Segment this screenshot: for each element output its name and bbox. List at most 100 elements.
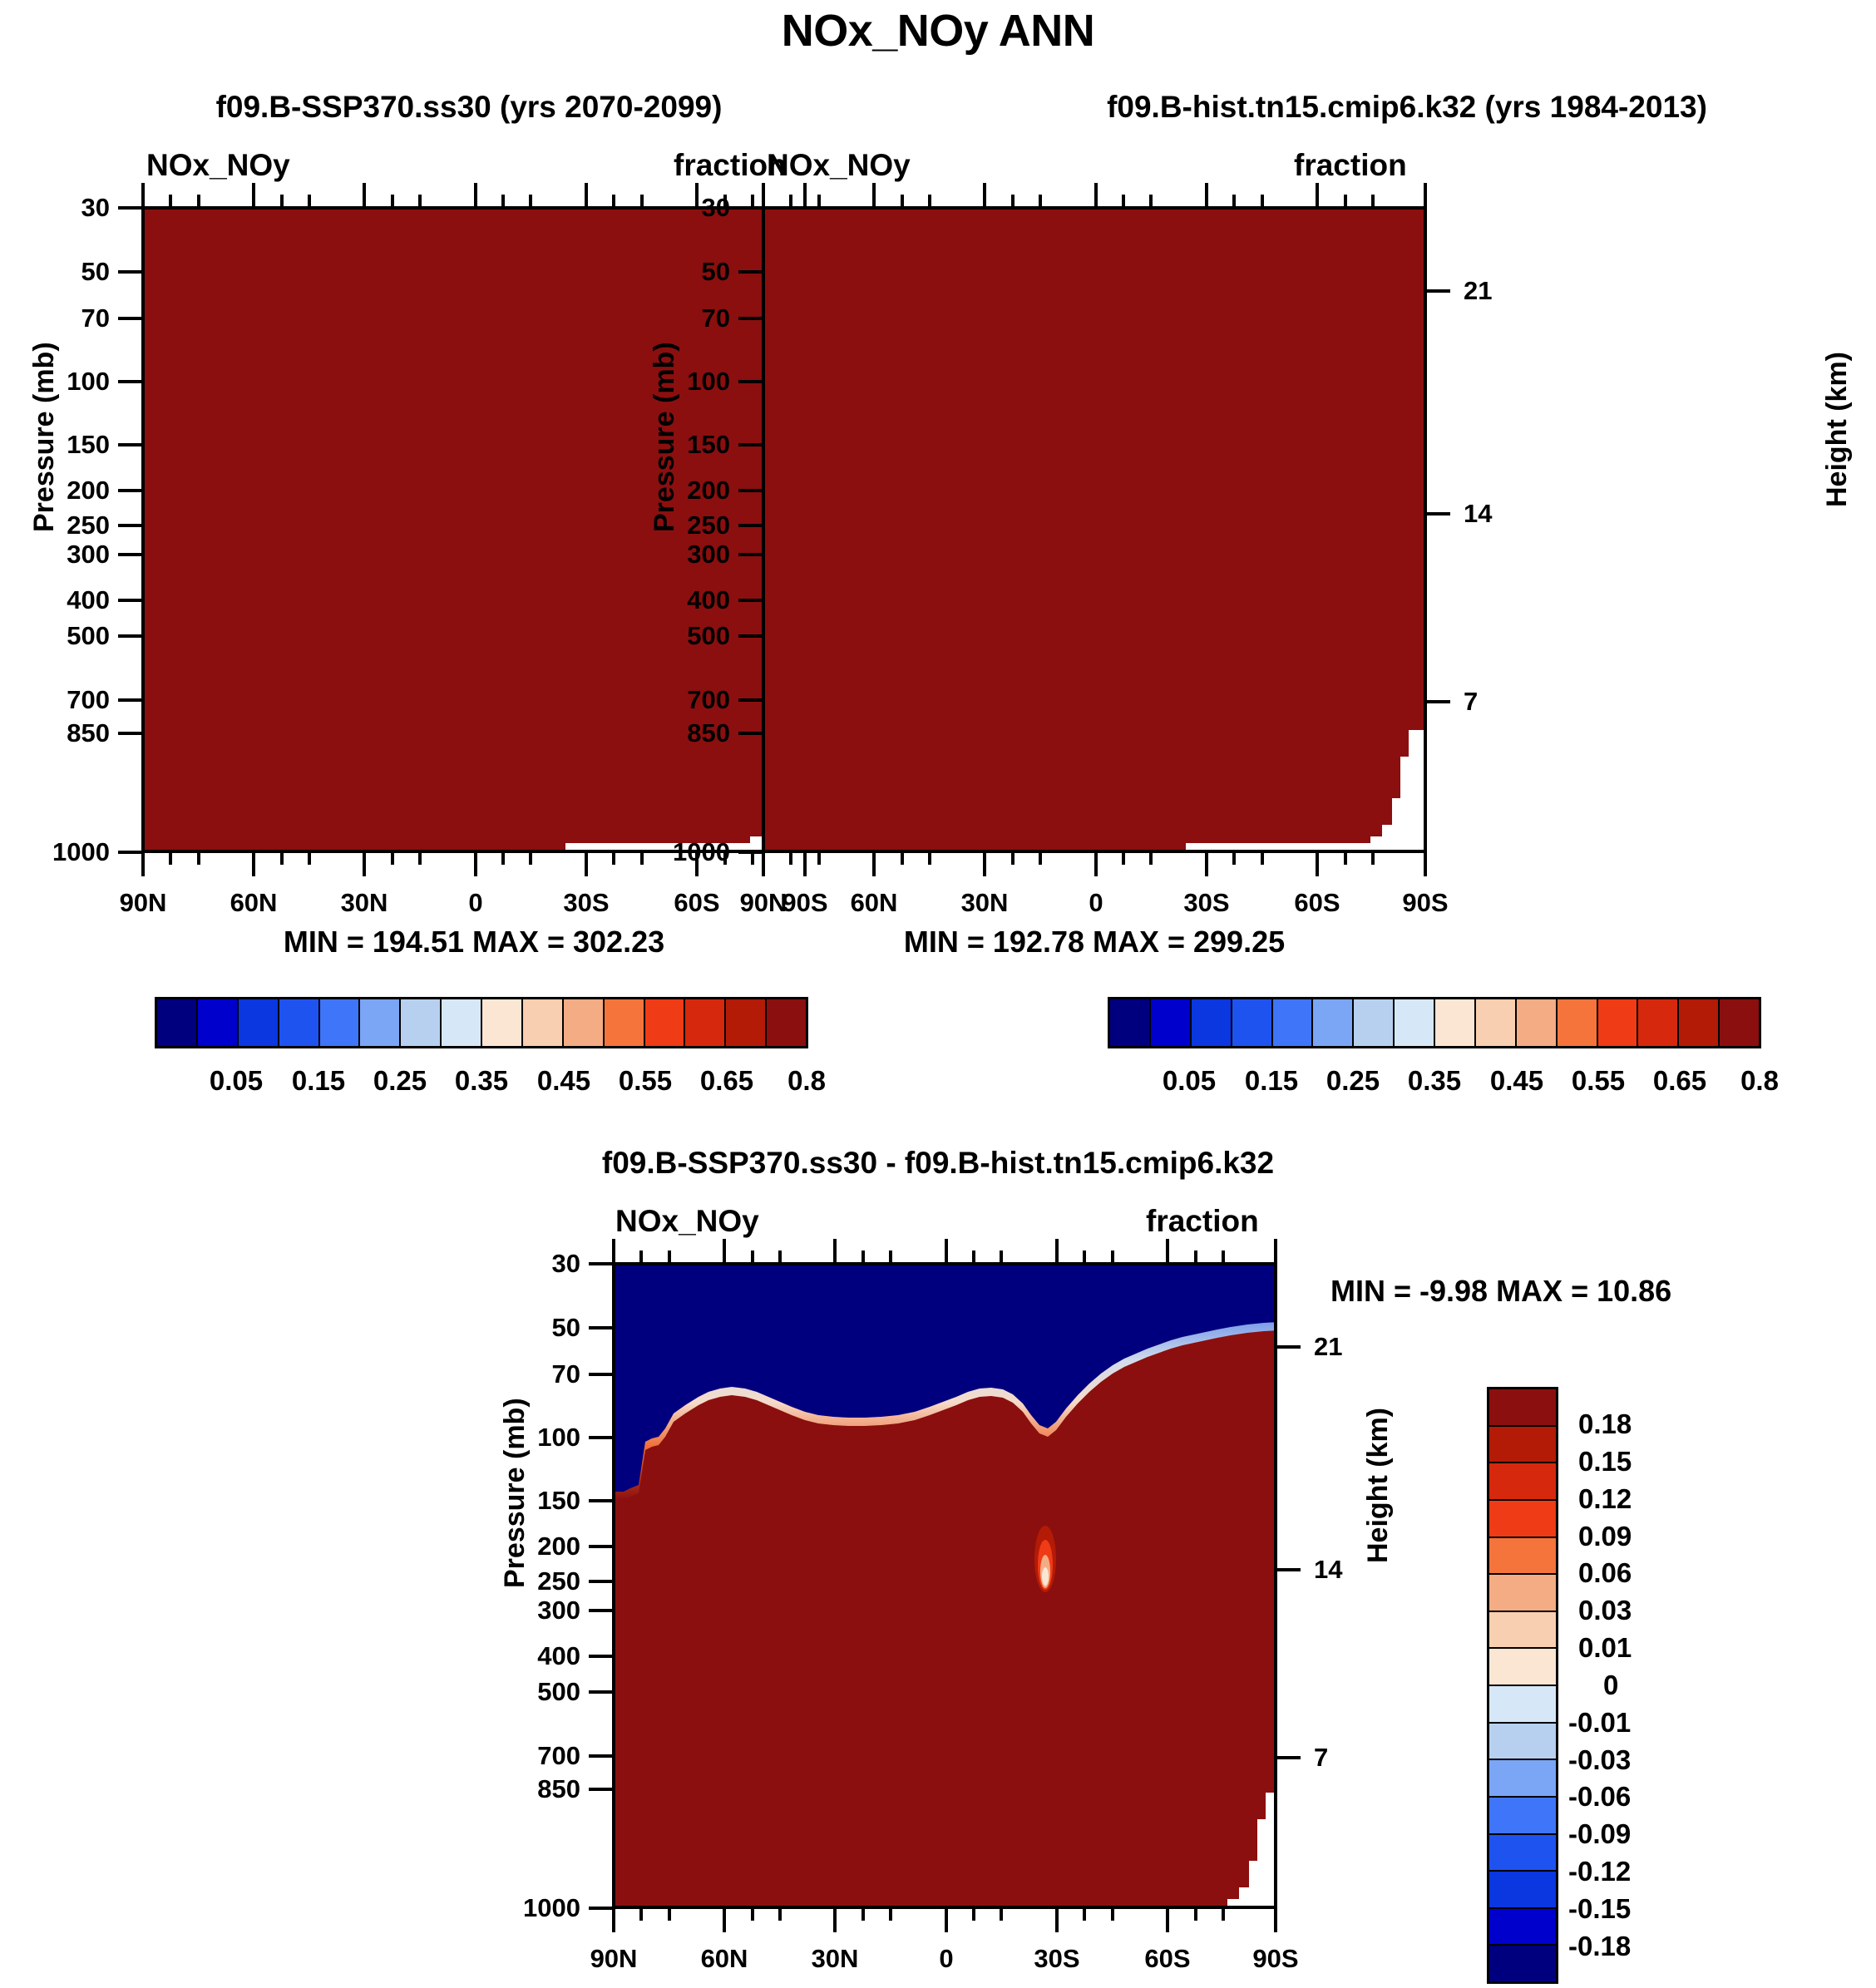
- xticklabel: 90N: [119, 888, 167, 917]
- colorbar-segment: [685, 999, 727, 1046]
- panel-control-field: [765, 210, 1424, 850]
- colorbar-diff: [1487, 1387, 1558, 1984]
- panel-case-topo-mask-f: [565, 843, 750, 850]
- yticklabel: 100: [537, 1423, 580, 1452]
- yticklabel: 1000: [673, 837, 730, 866]
- colorbar-segment: [1313, 999, 1355, 1046]
- yticklabel: 150: [67, 430, 110, 459]
- xticklabel: 30S: [1034, 1944, 1080, 1973]
- xticklabel: 0: [1089, 888, 1103, 917]
- y2ticklabel: 21: [1314, 1332, 1343, 1361]
- xticklabel: 90S: [782, 888, 828, 917]
- panel-title-control: f09.B-hist.tn15.cmip6.k32 (yrs 1984-2013…: [1107, 90, 1707, 124]
- colorbar-segment: [1475, 999, 1517, 1046]
- yticklabel: 500: [537, 1677, 580, 1706]
- panel-title-diff: f09.B-SSP370.ss30 - f09.B-hist.tn15.cmip…: [601, 1146, 1275, 1180]
- yticklabel: 850: [537, 1774, 580, 1803]
- panel-case-var-label: NOx_NOy: [146, 148, 290, 182]
- colorbar-tick-label: 0.25: [373, 1065, 427, 1096]
- y2ticklabel: 14: [1464, 499, 1493, 528]
- yticklabel: 70: [81, 303, 110, 333]
- panel-control-topo-mask-c: [1392, 798, 1400, 850]
- xticklabel: 30N: [340, 888, 388, 917]
- colorbar-segment: [1489, 1611, 1556, 1650]
- colorbar-tick-label: -0.12: [1568, 1856, 1632, 1887]
- yticklabel: 1000: [523, 1893, 580, 1922]
- yticklabel: 70: [551, 1359, 580, 1389]
- colorbar-segment: [1489, 1686, 1556, 1724]
- panel-control-units-label: fraction: [1294, 148, 1407, 182]
- colorbar-tick-label: 0.35: [1407, 1065, 1462, 1096]
- xticklabel: 30S: [563, 888, 610, 917]
- colorbar-tick-label: 0.8: [1740, 1065, 1779, 1096]
- yticklabel: 200: [67, 476, 110, 505]
- panel-control-topo-mask-e: [1370, 836, 1382, 850]
- colorbar-segment: [1395, 999, 1435, 1046]
- yticklabel: 100: [687, 367, 730, 396]
- colorbar-tick-label: 0.05: [209, 1065, 264, 1096]
- colorbar-tick-label: 0.15: [1244, 1065, 1299, 1096]
- xticklabel: 30N: [960, 888, 1009, 917]
- colorbar-case: [155, 997, 808, 1048]
- yticklabel: 500: [687, 621, 730, 650]
- panel-control-plot: [762, 206, 1427, 853]
- panel-case-field: [145, 210, 803, 850]
- yticklabel: 250: [537, 1566, 580, 1596]
- panel-case-plot: [141, 206, 807, 853]
- colorbar-segment: [1597, 999, 1639, 1046]
- panel-control-var-label: NOx_NOy: [767, 148, 911, 182]
- colorbar-tick-label: 0.18: [1578, 1408, 1632, 1439]
- colorbar-segment: [1489, 1797, 1556, 1835]
- yticklabel: 150: [687, 430, 730, 459]
- colorbar-tick-label: 0.55: [618, 1065, 673, 1096]
- colorbar-tick-label: -0.01: [1568, 1707, 1632, 1738]
- colorbar-tick-label: 0.06: [1578, 1557, 1632, 1588]
- xticklabel: 60S: [1144, 1944, 1191, 1973]
- colorbar-segment: [1354, 999, 1395, 1046]
- yticklabel: 250: [67, 511, 110, 540]
- colorbar-segment: [1489, 1575, 1556, 1612]
- xticklabel: 0: [468, 888, 483, 917]
- yticklabel: 50: [701, 257, 730, 286]
- colorbar-segment: [1435, 999, 1476, 1046]
- colorbar-tick-label: -0.15: [1568, 1893, 1632, 1924]
- colorbar-segment: [644, 999, 686, 1046]
- yticklabel: 400: [67, 585, 110, 614]
- xticklabel: 90S: [1252, 1944, 1299, 1973]
- colorbar-tick-label: 0.65: [1652, 1065, 1707, 1096]
- yticklabel: 50: [551, 1313, 580, 1342]
- xticklabel: 90S: [1402, 888, 1449, 917]
- yticklabel: 1000: [52, 837, 110, 866]
- xticklabel: 0: [939, 1944, 954, 1973]
- colorbar-segment: [360, 999, 402, 1046]
- yticklabel: 850: [67, 718, 110, 747]
- colorbar-tick-label: -0.09: [1568, 1818, 1632, 1849]
- yticklabel: 30: [551, 1249, 580, 1278]
- colorbar-segment: [1489, 1834, 1556, 1872]
- colorbar-segment: [1489, 1872, 1556, 1909]
- panel-control-topo-mask-a: [1409, 730, 1424, 850]
- colorbar-segment: [1110, 999, 1151, 1046]
- colorbar-segment: [563, 999, 605, 1046]
- colorbar-segment: [1489, 1946, 1556, 1981]
- panel-diff-minmax: MIN = -9.98 MAX = 10.86: [1330, 1274, 1672, 1308]
- colorbar-tick-label: 0.25: [1326, 1065, 1380, 1096]
- colorbar-segment: [197, 999, 239, 1046]
- panel-diff-units-label: fraction: [1146, 1204, 1259, 1238]
- colorbar-segment: [522, 999, 564, 1046]
- colorbar-segment: [1489, 1463, 1556, 1501]
- yticklabel: 400: [687, 585, 730, 614]
- colorbar-segment: [1516, 999, 1558, 1046]
- panel-control-topo-mask-f: [1186, 843, 1370, 850]
- colorbar-segment: [1679, 999, 1720, 1046]
- colorbar-tick-label: 0.8: [787, 1065, 826, 1096]
- yticklabel: 200: [687, 476, 730, 505]
- colorbar-tick-label: 0.15: [291, 1065, 346, 1096]
- panel-diff-plot: [612, 1262, 1277, 1909]
- xticklabel: 30N: [811, 1944, 859, 1973]
- figure-title: NOx_NOy ANN: [781, 6, 1095, 56]
- colorbar-tick-label: 0.03: [1578, 1595, 1632, 1625]
- colorbar-tick-label: -0.18: [1568, 1931, 1632, 1961]
- colorbar-segment: [1232, 999, 1273, 1046]
- yticklabel: 70: [701, 303, 730, 333]
